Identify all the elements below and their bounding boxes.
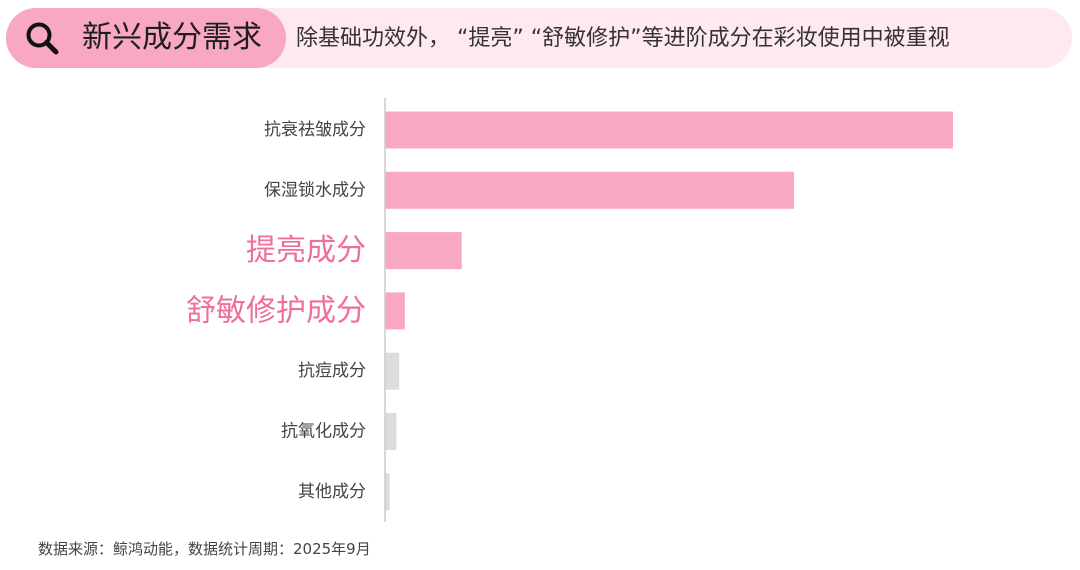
page-title: 新兴成分需求	[82, 20, 262, 55]
category-label-6: 其他成分	[298, 482, 366, 502]
category-label-5: 抗氧化成分	[281, 422, 366, 442]
header-banner: 新兴成分需求 除基础功效外， “提亮” “舒敏修护”等进阶成分在彩妆使用中被重视	[6, 8, 1072, 68]
bar-1	[385, 171, 794, 209]
category-label-3: 舒敏修护成分	[186, 293, 366, 328]
bars	[385, 111, 953, 511]
search-icon	[26, 22, 59, 55]
category-label-0: 抗衰祛皱成分	[264, 120, 366, 140]
category-label-4: 抗痘成分	[298, 361, 366, 381]
bar-6	[385, 473, 390, 511]
title-pill: 新兴成分需求	[6, 8, 286, 68]
category-label-1: 保湿锁水成分	[264, 180, 366, 200]
data-source-note: 数据来源：鲸鸿动能，数据统计周期：2025年9月	[38, 540, 371, 558]
category-label-2: 提亮成分	[246, 233, 366, 268]
header-subtitle: 除基础功效外， “提亮” “舒敏修护”等进阶成分在彩妆使用中被重视	[296, 26, 950, 51]
bar-0	[385, 111, 953, 149]
bar-5	[385, 413, 397, 450]
bar-4	[385, 352, 400, 390]
bar-3	[385, 292, 405, 330]
bar-2	[385, 232, 462, 270]
